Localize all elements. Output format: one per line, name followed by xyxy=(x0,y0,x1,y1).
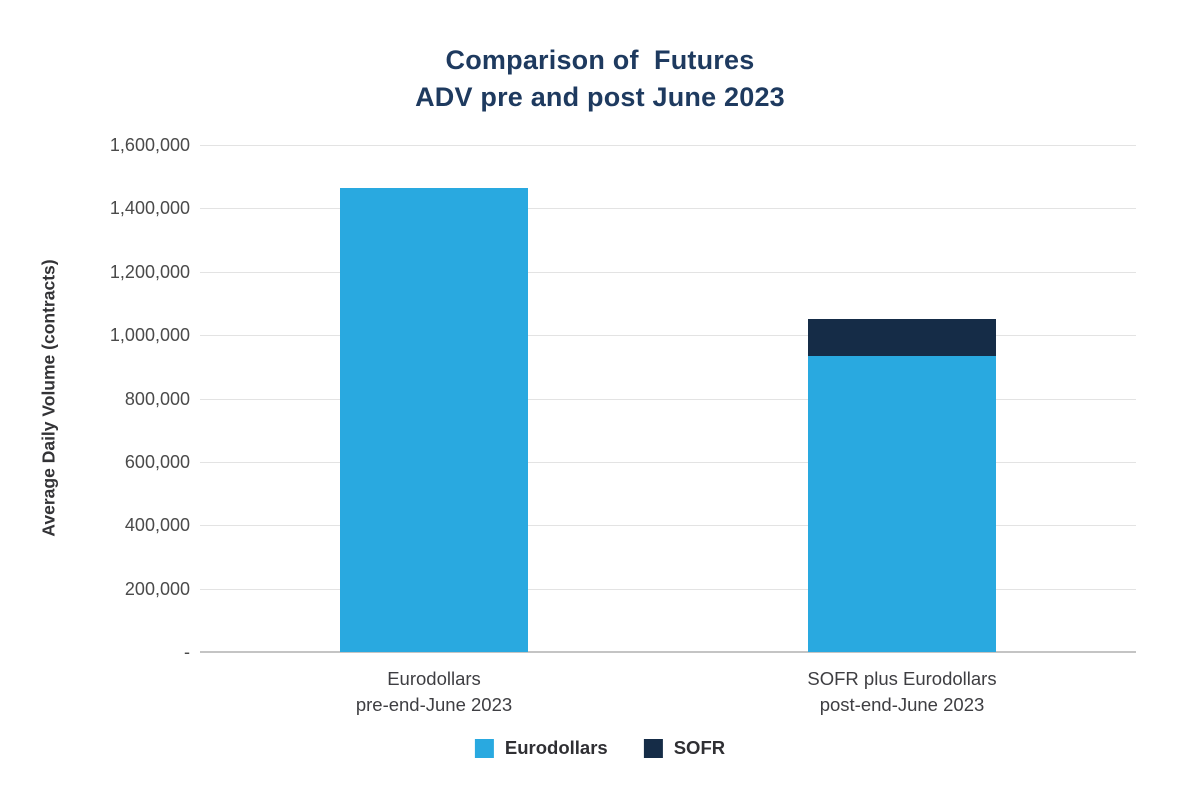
y-tick-label-1200000: 1,200,000 xyxy=(109,261,190,282)
chart-title-line2: ADV pre and post June 2023 xyxy=(415,82,785,112)
x-category-label-line: Eurodollars xyxy=(387,668,481,689)
x-category-label-line: pre-end-June 2023 xyxy=(355,694,513,715)
y-tick-label-1600000: 1,600,000 xyxy=(109,135,190,155)
legend-label-eurodollars: Eurodollars xyxy=(504,737,608,758)
x-axis-category-labels: Eurodollars pre-end-June 2023 SOFR plus Eu… xyxy=(200,666,1136,726)
gridline-600000 xyxy=(200,461,1136,463)
gridline-1400000 xyxy=(200,208,1136,210)
bar-segment-eurodollars-category-0 xyxy=(340,187,528,652)
x-category-label-0: Eurodollars pre-end-June 2023 xyxy=(356,666,512,718)
y-tick-label-1400000: 1,400,000 xyxy=(109,198,190,219)
bar-segment-eurodollars-category-1 xyxy=(808,355,996,652)
chart-title: Comparison of Futures ADV pre and post J… xyxy=(0,42,1200,116)
y-axis-tick-labels: 1,600,000 1,400,000 1,200,000 1,000,000 800,… xyxy=(0,135,190,662)
y-tick-label-200000: 200,000 xyxy=(124,578,190,599)
chart-title-line1: Comparison of Futures xyxy=(445,45,755,75)
gridline-400000 xyxy=(200,525,1136,527)
legend-item-sofr: SOFR xyxy=(643,737,726,759)
x-category-label-line: post-end-June 2023 xyxy=(819,694,985,715)
plot-area xyxy=(200,145,1136,653)
gridline-1000000 xyxy=(200,335,1136,337)
gridline-1200000 xyxy=(200,271,1136,273)
legend-swatch-eurodollars xyxy=(474,738,494,758)
x-category-label-line: SOFR plus Eurodollars xyxy=(807,668,997,689)
gridline-800000 xyxy=(200,398,1136,400)
gridline-1600000 xyxy=(200,145,1136,146)
y-tick-label-800000: 800,000 xyxy=(124,388,190,409)
y-tick-label-600000: 600,000 xyxy=(124,451,190,472)
legend-label-sofr: SOFR xyxy=(673,737,726,758)
y-tick-label-1000000: 1,000,000 xyxy=(109,325,190,346)
y-tick-label-0: - xyxy=(184,642,190,662)
bar-segment-sofr-category-1 xyxy=(808,319,996,356)
gridline-200000 xyxy=(200,588,1136,590)
x-axis-line xyxy=(200,651,1136,653)
legend-swatch-sofr xyxy=(643,738,663,758)
x-category-label-1: SOFR plus Eurodollars post-end-June 2023 xyxy=(807,666,996,718)
legend: Eurodollars SOFR xyxy=(474,737,726,759)
legend-item-eurodollars: Eurodollars xyxy=(474,737,608,759)
y-tick-label-400000: 400,000 xyxy=(124,515,190,536)
